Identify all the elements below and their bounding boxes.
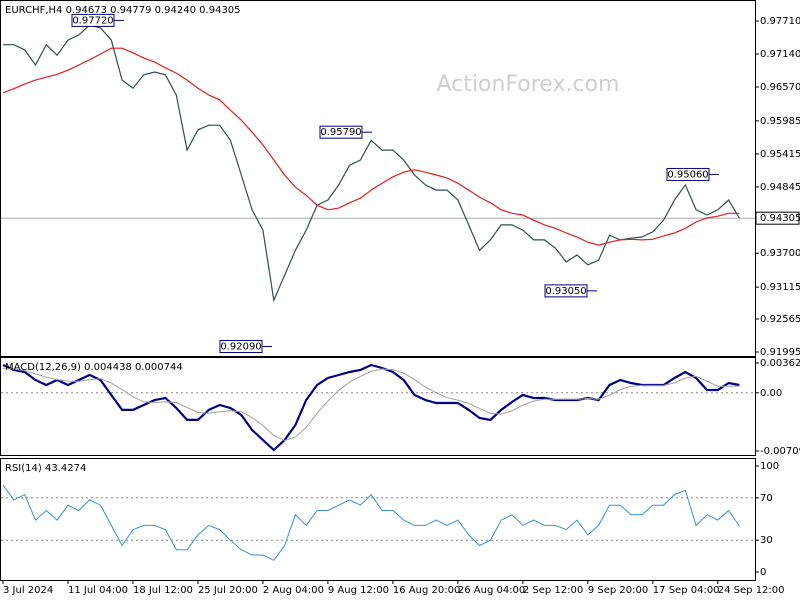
x-tick-label: 16 Aug 20:00 [393,585,460,596]
panel-title: RSI(14) 43.4274 [5,463,86,474]
y-tick-label: 0.91995 [760,347,800,358]
annotation-label: 0.92090 [220,341,261,352]
series-line [2,367,740,441]
annotation-label: 0.95790 [320,127,361,138]
last-price-label: 0.94305 [760,213,800,224]
y-tick-label: 0.93700 [760,248,800,259]
panel-title: MACD(12,26,9) 0.004438 0.000744 [5,362,183,373]
y-tick-label: 0 [760,567,766,578]
x-tick-label: 26 Aug 04:00 [458,585,525,596]
x-tick-label: 3 Jul 2024 [3,585,53,596]
y-tick-label: 70 [760,493,773,504]
y-tick-label: -0.007093 [760,446,800,457]
y-tick-label: 100 [760,461,779,472]
x-tick-label: 17 Sep 04:00 [653,585,720,596]
y-tick-label: 0.97710 [760,16,800,27]
annotation-box [219,339,263,353]
y-tick-label: 0.95985 [760,116,800,127]
panel-frame [0,0,756,357]
x-tick-label: 9 Sep 20:00 [588,585,648,596]
annotation-box [666,167,710,181]
annotation-box [71,13,115,27]
series-line [3,24,740,303]
y-tick-label: 0.003628 [760,358,800,369]
x-tick-label: 18 Jul 12:00 [133,585,193,596]
annotation-label: 0.95060 [667,169,708,180]
last-price-box [755,211,800,225]
series-line [2,363,740,452]
series-line [2,484,740,561]
annotation-label: 0.93050 [545,286,586,297]
panel-frame [0,357,756,456]
y-tick-label: 0.94845 [760,182,800,193]
x-tick-label: 25 Jul 20:00 [198,585,258,596]
x-tick-label: 24 Sep 12:00 [718,585,785,596]
y-tick-label: 0.95415 [760,149,800,160]
annotation-box [544,284,588,298]
y-tick-label: 0.96570 [760,82,800,93]
y-tick-label: 0.93115 [760,282,800,293]
panel-title: EURCHF,H4 0.94673 0.94779 0.94240 0.9430… [5,5,241,16]
x-tick-label: 9 Aug 12:00 [328,585,389,596]
annotation-box [319,125,363,139]
y-tick-label: 0.00 [760,388,782,399]
y-tick-label: 30 [760,535,773,546]
x-tick-label: 11 Jul 04:00 [68,585,128,596]
panel-frame [0,458,756,581]
watermark: ActionForex.com [437,72,620,97]
series-line [2,47,740,246]
annotation-label: 0.97720 [72,15,113,26]
y-tick-label: 0.92565 [760,314,800,325]
y-tick-label: 0.97140 [760,49,800,60]
x-tick-label: 2 Aug 04:00 [263,585,324,596]
x-tick-label: 2 Sep 12:00 [523,585,583,596]
